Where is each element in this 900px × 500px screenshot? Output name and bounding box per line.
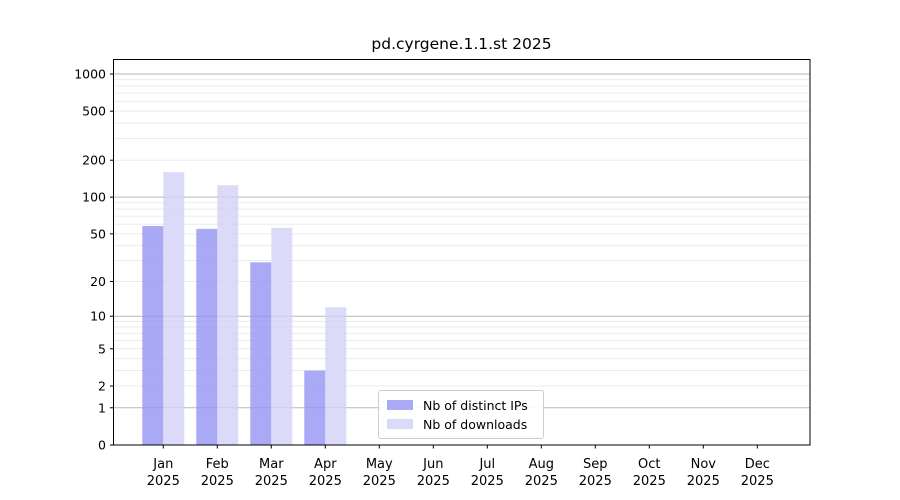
x-tick-year-apr: 2025 <box>309 474 342 489</box>
x-tick-year-jan: 2025 <box>147 474 180 489</box>
y-tick-label-50: 50 <box>90 226 106 241</box>
x-tick-year-feb: 2025 <box>201 474 234 489</box>
x-tick-month-oct: Oct <box>638 457 660 472</box>
x-tick-month-jul: Jul <box>478 457 495 472</box>
bar-feb-nb-of-distinct-ips <box>196 228 218 445</box>
legend-label-distinct-ips: Nb of distinct IPs <box>423 397 528 413</box>
x-tick-label-dec: Dec 2025 <box>741 457 774 489</box>
bar-jan-nb-of-distinct-ips <box>142 226 164 445</box>
x-tick-year-aug: 2025 <box>525 474 558 489</box>
x-tick-label-may: May 2025 <box>363 457 396 489</box>
x-tick-year-sep: 2025 <box>579 474 612 489</box>
x-tick-label-aug: Aug 2025 <box>525 457 558 489</box>
x-tick-label-apr: Apr 2025 <box>309 457 342 489</box>
y-tick-label-5: 5 <box>98 341 106 356</box>
bar-feb-nb-of-downloads <box>217 185 239 445</box>
x-tick-month-sep: Sep <box>583 457 608 472</box>
x-tick-year-jul: 2025 <box>471 474 504 489</box>
legend-swatch-downloads <box>387 419 413 429</box>
x-tick-year-oct: 2025 <box>633 474 666 489</box>
x-tick-month-may: May <box>366 457 393 472</box>
x-tick-month-feb: Feb <box>206 457 229 472</box>
y-tick-label-500: 500 <box>82 104 106 119</box>
plot-border <box>113 59 811 446</box>
bar-apr-nb-of-downloads <box>325 307 347 445</box>
legend-item-downloads: Nb of downloads <box>387 417 543 432</box>
bar-apr-nb-of-distinct-ips <box>304 370 326 445</box>
x-tick-year-mar: 2025 <box>255 474 288 489</box>
x-tick-label-feb: Feb 2025 <box>201 457 234 489</box>
x-tick-year-dec: 2025 <box>741 474 774 489</box>
x-tick-year-jun: 2025 <box>417 474 450 489</box>
x-tick-month-jan: Jan <box>152 457 173 472</box>
x-tick-label-jun: Jun 2025 <box>417 457 450 489</box>
legend-item-distinct-ips: Nb of distinct IPs <box>387 398 543 413</box>
x-tick-month-jun: Jun <box>422 457 443 472</box>
y-tick-label-1000: 1000 <box>74 67 106 82</box>
chart-title: pd.cyrgene.1.1.st 2025 <box>371 35 552 53</box>
bar-jan-nb-of-downloads <box>163 172 185 445</box>
y-tick-label-20: 20 <box>90 274 106 289</box>
legend-swatch-distinct-ips <box>387 400 413 410</box>
bar-mar-nb-of-downloads <box>271 227 293 445</box>
y-tick-label-1: 1 <box>98 400 106 415</box>
legend: Nb of distinct IPs Nb of downloads <box>378 390 544 439</box>
x-tick-label-jul: Jul 2025 <box>471 457 504 489</box>
x-tick-year-nov: 2025 <box>687 474 720 489</box>
x-tick-label-oct: Oct 2025 <box>633 457 666 489</box>
x-tick-month-mar: Mar <box>259 457 284 472</box>
bar-mar-nb-of-distinct-ips <box>250 262 272 445</box>
legend-label-downloads: Nb of downloads <box>423 416 528 432</box>
x-tick-month-apr: Apr <box>314 457 337 472</box>
x-tick-month-dec: Dec <box>745 457 770 472</box>
y-tick-label-0: 0 <box>98 438 106 453</box>
y-tick-label-200: 200 <box>82 153 106 168</box>
x-tick-label-mar: Mar 2025 <box>255 457 288 489</box>
x-tick-year-may: 2025 <box>363 474 396 489</box>
x-tick-label-nov: Nov 2025 <box>687 457 720 489</box>
y-tick-label-10: 10 <box>90 309 106 324</box>
y-tick-label-100: 100 <box>82 190 106 205</box>
x-tick-label-jan: Jan 2025 <box>147 457 180 489</box>
x-tick-label-sep: Sep 2025 <box>579 457 612 489</box>
y-tick-label-2: 2 <box>98 379 106 394</box>
x-tick-month-nov: Nov <box>691 457 717 472</box>
x-tick-month-aug: Aug <box>529 457 554 472</box>
